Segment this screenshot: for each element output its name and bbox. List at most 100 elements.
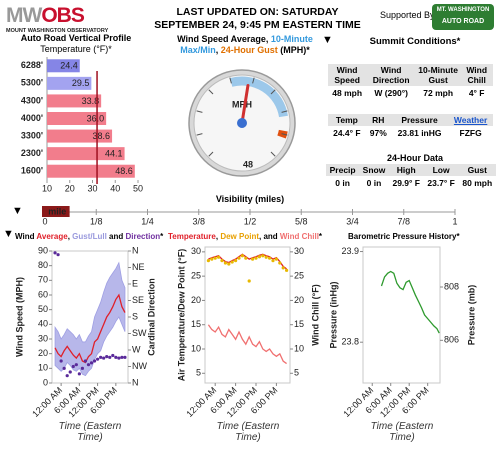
- category-label: 4000': [21, 113, 43, 123]
- bar: [47, 112, 107, 125]
- column-header: Pressure: [390, 114, 449, 126]
- series-point: [53, 251, 57, 255]
- summit-table: Wind Speed Wind Direction 10-Minute Gust Wi…: [328, 64, 493, 100]
- visibility-bar: [42, 206, 70, 217]
- column-header: Temp: [328, 114, 366, 126]
- column-header: Snow: [359, 164, 389, 176]
- y-tick-label: 50: [38, 304, 48, 314]
- title-part: Average: [36, 232, 68, 241]
- x-tick-label: 5/8: [295, 216, 308, 226]
- bar: [47, 94, 102, 108]
- series-point: [80, 366, 84, 370]
- series-point: [89, 361, 94, 365]
- series-point: [59, 359, 63, 363]
- series-point: [254, 256, 258, 260]
- sponsor-text: AUTO ROAD: [441, 18, 485, 25]
- title-part: Gust/Lull: [72, 232, 107, 241]
- x-tick-label: 20: [65, 183, 75, 193]
- gauge-tick: [270, 89, 276, 95]
- gust-lull-band: [54, 261, 126, 377]
- plot-area: [204, 246, 291, 384]
- y2-tick-label: E: [132, 278, 138, 288]
- title-part: Wind Chill: [279, 232, 319, 241]
- logo-subtitle: MOUNT WASHINGTON OBSERVATORY: [6, 28, 109, 34]
- series-point: [111, 353, 115, 358]
- category-label: 4300': [21, 95, 43, 105]
- series-point: [56, 253, 60, 257]
- x-tick-label: 0: [42, 216, 47, 226]
- column-header: Precip: [326, 164, 360, 176]
- weather-link[interactable]: Weather: [453, 115, 488, 125]
- category-label: 1600': [21, 166, 43, 176]
- series-point: [237, 256, 241, 260]
- header-row: Precip Snow High Low Gust: [326, 164, 496, 176]
- value-row: 0 in 0 in 29.9° F 23.7° F 80 mph: [326, 176, 496, 190]
- sponsor-text: MT. WASHINGTON: [436, 7, 490, 13]
- column-header: Gust: [458, 164, 496, 176]
- title-part: Barometric Pressure History*: [348, 232, 460, 241]
- x-tick-label: 7/8: [397, 216, 410, 226]
- title-part: *: [160, 232, 164, 241]
- y2-tick-label: S: [132, 311, 138, 321]
- title-part: (MPH)*: [277, 45, 310, 55]
- category-label: 5300': [21, 78, 43, 88]
- series-point: [244, 256, 248, 260]
- y-tick-label: 40: [38, 319, 48, 329]
- title-part: Direction: [125, 232, 161, 241]
- y-axis-title: Wind Speed (MPH): [14, 277, 24, 357]
- series-point: [62, 366, 66, 370]
- chart-title: Wind Average, Gust/Lull and Direction*: [15, 232, 163, 241]
- collapse-arrow[interactable]: ▼: [3, 228, 14, 240]
- y-tick-label: 0: [43, 377, 48, 387]
- chart-title: Barometric Pressure History*: [348, 232, 460, 241]
- bar: [47, 164, 135, 178]
- series-point: [223, 261, 227, 265]
- gauge-tick: [281, 133, 288, 136]
- y-tick-label: 20: [191, 295, 201, 305]
- series-point: [234, 259, 238, 263]
- bar: [47, 59, 80, 73]
- visibility-label: mile: [48, 206, 66, 216]
- logo-part: OBS: [41, 4, 85, 27]
- summit-table: Temp RH Pressure Weather 24.4° F 97% 23.81 inH…: [328, 114, 493, 140]
- series-point: [83, 359, 88, 363]
- y2-tick-label: 10: [294, 343, 304, 353]
- value-cell: W (290°): [374, 88, 408, 98]
- value-cell: 72 mph: [423, 88, 454, 98]
- needle: [240, 83, 250, 125]
- title-part: Wind: [15, 232, 37, 241]
- y2-axis-title: Pressure (mb): [466, 285, 476, 346]
- bar-label: 33.8: [82, 96, 100, 106]
- y-tick-label: 5: [196, 368, 201, 378]
- series-point: [220, 259, 224, 263]
- title-part: ,: [215, 232, 221, 241]
- collapse-arrow[interactable]: ▼: [322, 34, 333, 46]
- collapse-arrow[interactable]: ▼: [12, 205, 23, 217]
- gauge-tick: [208, 89, 214, 95]
- value-cell: 80 mph: [462, 178, 493, 188]
- title-part: Wind Speed Average,: [177, 34, 271, 44]
- y2-axis-title: Cardinal Direction: [146, 278, 156, 356]
- series-point: [74, 363, 78, 367]
- x-tick-label: 3/8: [192, 216, 205, 226]
- bar: [47, 129, 113, 143]
- needle-hub: [237, 118, 247, 128]
- series-point: [105, 355, 109, 359]
- sponsor-logo: MT. WASHINGTON AUTO ROAD: [432, 4, 494, 30]
- x-tick-label: 50: [133, 183, 143, 193]
- logo: MWOBS: [6, 4, 85, 28]
- y2-tick-label: N: [132, 245, 139, 255]
- gauge-tick: [281, 110, 288, 113]
- value-cell: 23.7° F: [427, 178, 455, 188]
- y-tick-label: 23.8: [341, 337, 359, 347]
- x-tick-label: 10: [42, 183, 52, 193]
- y-tick-label: 70: [38, 275, 48, 285]
- value-row: 24.4° F 97% 23.81 inHG FZFG: [328, 126, 493, 140]
- y-tick-label: 23.9: [341, 246, 359, 256]
- logo-part: MW: [6, 4, 42, 27]
- bar-label: 38.6: [93, 131, 111, 141]
- title-part: and: [106, 232, 126, 241]
- y-tick-label: 15: [191, 319, 201, 329]
- column-header: Wind Speed: [328, 64, 367, 86]
- bar: [47, 147, 125, 161]
